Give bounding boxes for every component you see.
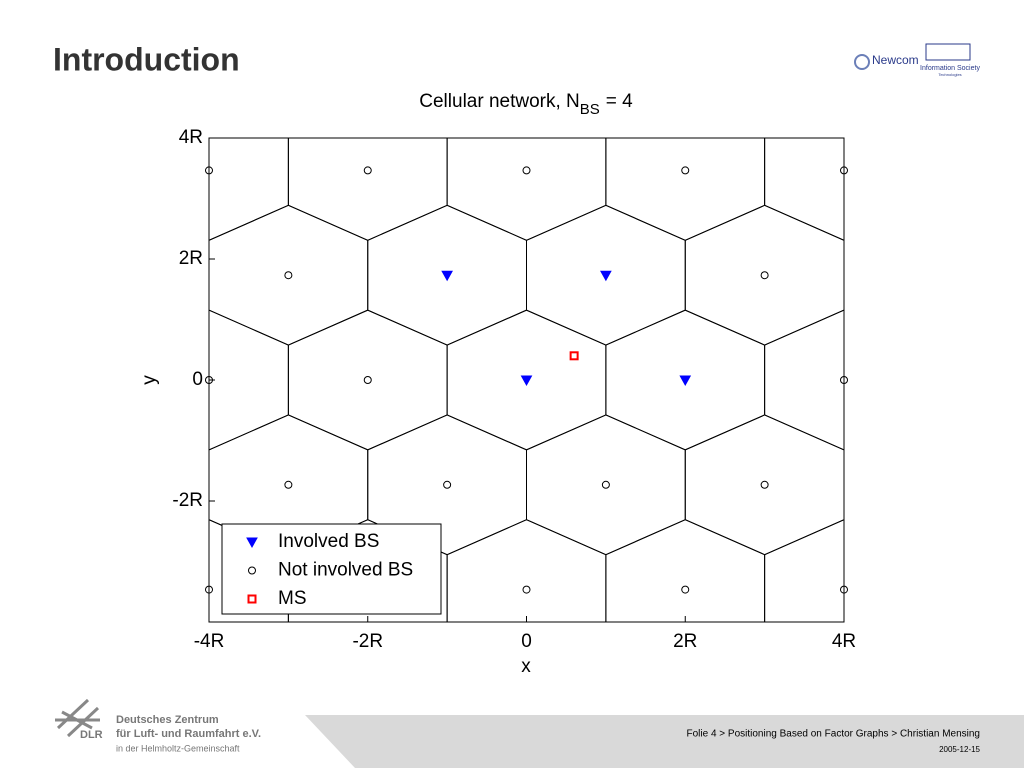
- logo-text: Information Society: [920, 65, 980, 72]
- marker-circle: [205, 166, 213, 175]
- cell-border: [0, 310, 130, 450]
- marker-circle: [284, 480, 293, 489]
- marker-circle: [284, 271, 293, 280]
- marker-triangle: [520, 375, 533, 387]
- cell-border: [685, 0, 844, 135]
- marker-circle: [363, 376, 372, 384]
- cell-border: [684, 204, 844, 346]
- legend-label: Involved BS: [278, 531, 379, 552]
- marker-square: [247, 594, 257, 604]
- cell-border: [843, 239, 844, 311]
- x-tick-label: -2R: [352, 631, 383, 652]
- cell-border: [446, 138, 607, 241]
- x-tick-label: -4R: [194, 631, 225, 652]
- cell-border: [209, 239, 210, 311]
- marker-circle: [205, 376, 213, 384]
- marker-circle: [248, 566, 256, 575]
- footer-date: 2005-12-15: [939, 745, 980, 754]
- cell-border: [605, 138, 766, 241]
- logo-mark: [55, 698, 100, 738]
- logo-subtext: Technologies: [938, 72, 961, 77]
- cell-border: [0, 101, 130, 241]
- title-suffix: = 4: [606, 91, 633, 112]
- marker-circle: [205, 585, 213, 594]
- marker-circle: [443, 480, 452, 489]
- org-line: für Luft- und Raumfahrt e.V.: [116, 728, 261, 740]
- logo-mark: [925, 43, 971, 61]
- slide-heading: Introduction: [53, 41, 240, 77]
- marker-triangle: [441, 270, 453, 282]
- marker-circle: [522, 166, 531, 175]
- marker-circle: [760, 480, 769, 489]
- cell-border: [287, 309, 448, 451]
- legend-box: [221, 523, 442, 615]
- footer-text: Folie 4 > Positioning Based on Factor Gr…: [687, 729, 981, 740]
- marker-triangle: [246, 537, 258, 549]
- ist-logo: Information Society Technologies: [920, 43, 980, 77]
- legend: Involved BS Not involved BS MS: [221, 523, 442, 615]
- plot: -4R -2R 0 2R 4R -2R 0 2R 4R: [172, 127, 856, 652]
- cell-border: [684, 414, 844, 556]
- dlr-logo: DLR Deutsches Zentrum für Luft- und Raum…: [55, 698, 261, 753]
- cell-border: [843, 449, 844, 521]
- marker-circle: [840, 376, 848, 384]
- marker-circle: [601, 480, 610, 489]
- y-tick-label: 2R: [179, 248, 203, 269]
- title-text: Cellular network, N: [419, 91, 580, 112]
- marker-circle: [681, 585, 690, 594]
- logo-mark: [854, 54, 870, 70]
- cell-border: [527, 0, 686, 135]
- marker-triangle: [600, 270, 612, 282]
- cell-border: [209, 449, 210, 521]
- x-axis-label: x: [521, 656, 531, 677]
- org-line: Deutsches Zentrum: [116, 714, 219, 726]
- y-tick-label: 0: [192, 369, 203, 390]
- marker-circle: [840, 166, 848, 175]
- org-abbr: DLR: [80, 729, 103, 741]
- cell-border: [923, 520, 1024, 660]
- marker-circle: [522, 585, 531, 594]
- cell-border: [368, 0, 527, 135]
- y-axis-label: y: [139, 375, 160, 385]
- y-tick-label: 4R: [179, 127, 203, 148]
- cell-border: [209, 204, 369, 346]
- cell-border: [923, 101, 1024, 241]
- cell-border: [287, 138, 448, 241]
- cell-border: [923, 310, 1024, 450]
- legend-label: Not involved BS: [278, 560, 413, 581]
- marker-square: [569, 351, 579, 361]
- marker-triangle: [679, 375, 692, 387]
- logo-text: Newcom: [872, 53, 919, 67]
- chart-title: Cellular network, NBS = 4: [419, 91, 633, 118]
- org-line: in der Helmholtz-Gemeinschaft: [116, 743, 240, 753]
- title-subscript: BS: [580, 101, 600, 118]
- legend-label: MS: [278, 588, 307, 609]
- footer-band: [305, 715, 1024, 768]
- marker-circle: [840, 585, 848, 594]
- cell-border: [0, 520, 130, 660]
- marker-circle: [760, 271, 769, 280]
- x-tick-label: 2R: [673, 631, 697, 652]
- x-tick-label: 0: [521, 631, 532, 652]
- cell-border: [526, 414, 686, 556]
- marker-circle: [681, 166, 690, 175]
- x-tick-label: 4R: [832, 631, 856, 652]
- newcom-logo: Newcom: [854, 53, 919, 70]
- y-tick-label: -2R: [172, 490, 203, 511]
- marker-circle: [363, 166, 372, 175]
